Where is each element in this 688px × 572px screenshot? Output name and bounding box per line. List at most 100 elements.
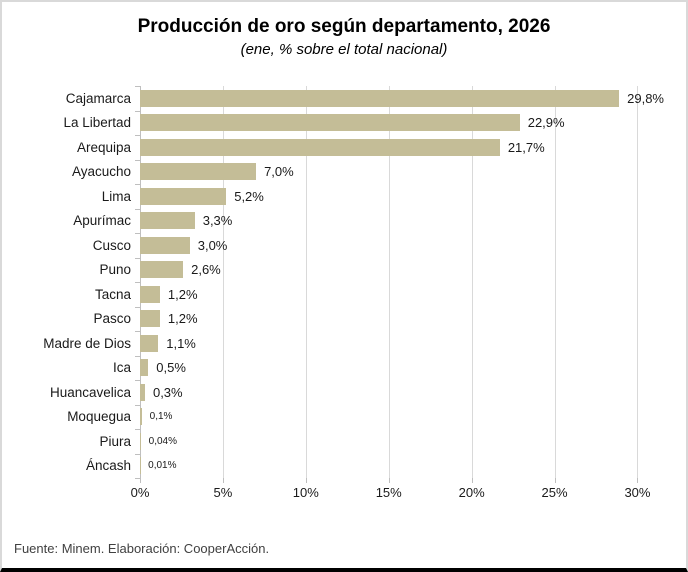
bar-lima: [140, 187, 227, 205]
bar-la-libertad: [140, 114, 520, 132]
bar-row: 29,8%: [140, 86, 664, 111]
value-label: 1,2%: [167, 311, 198, 327]
bar-huancavelica: [140, 383, 145, 401]
bar-row: 1,2%: [140, 282, 664, 307]
x-axis-label-5%: 5%: [213, 485, 233, 500]
category-label-apurímac: Apurímac: [73, 213, 131, 229]
category-axis-labels: Cajamarca La Libertad Arequipa Ayacucho Lima…: [10, 86, 140, 478]
category-label-madre-de-dios: Madre de Dios: [43, 335, 131, 351]
bar-row: 22,9%: [140, 111, 664, 136]
y-axis-line: [140, 86, 141, 478]
plot-area: Cajamarca La Libertad Arequipa Ayacucho Lima…: [10, 86, 664, 479]
bar-row: 5,2%: [140, 184, 664, 209]
value-label: 3,0%: [197, 237, 228, 253]
bar-tacna: [140, 285, 160, 303]
bar-row: 0,3%: [140, 380, 664, 405]
bar-cusco: [140, 236, 190, 254]
gridline-30: [637, 86, 639, 478]
y-axis-tick: [135, 404, 140, 406]
y-axis-tick: [135, 355, 140, 357]
category-label-ayacucho: Ayacucho: [71, 164, 131, 180]
bar-row: 3,3%: [140, 209, 664, 234]
x-axis-tick: [305, 478, 307, 483]
category-label-lima: Lima: [101, 188, 131, 204]
value-label: 0,5%: [156, 360, 186, 376]
value-label: 0,01%: [148, 460, 177, 472]
bar-pasco: [140, 310, 160, 328]
source-note: Fuente: Minem. Elaboración: CooperAcción…: [14, 541, 270, 556]
x-axis-label-15%: 15%: [375, 485, 402, 500]
bar-row: 21,7%: [140, 135, 664, 160]
bar-apurímac: [140, 212, 195, 230]
value-label: 0,3%: [152, 384, 183, 400]
chart-subtitle: (ene, % sobre el total nacional): [240, 41, 448, 58]
y-axis-tick: [135, 257, 140, 259]
bar-row: 1,1%: [140, 331, 664, 356]
bar-piura: [140, 432, 141, 450]
x-axis-tick: [388, 478, 390, 483]
category-label-tacna: Tacna: [94, 286, 131, 302]
y-axis-tick: [135, 110, 140, 112]
bar-cajamarca: [140, 89, 620, 107]
bar-row: 3,0%: [140, 233, 664, 258]
x-axis-tick: [222, 478, 224, 483]
bar-arequipa: [140, 138, 500, 156]
bar-row: 1,2%: [140, 307, 664, 332]
category-label-cusco: Cusco: [92, 237, 131, 253]
y-axis-tick: [135, 282, 140, 283]
category-label-arequipa: Arequipa: [76, 139, 131, 155]
value-label: 1,1%: [166, 335, 196, 351]
value-label: 0,04%: [148, 435, 178, 447]
y-axis-tick: [135, 208, 140, 210]
value-label: 1,2%: [167, 286, 198, 302]
gridline-5: [222, 86, 224, 478]
bar-madre-de-dios: [140, 334, 159, 352]
category-label-puno: Puno: [99, 262, 131, 278]
x-axis-label-20%: 20%: [458, 485, 485, 500]
value-axis: 0% 5% 10% 15% 20% 25% 30%: [131, 478, 664, 504]
chart-title: Producción de oro según departamento, 20…: [137, 16, 551, 37]
category-label-la-libertad: La Libertad: [63, 115, 131, 131]
y-axis-tick: [135, 184, 140, 185]
y-axis-tick: [135, 233, 140, 234]
category-label-moquegua: Moquegua: [67, 409, 131, 425]
y-axis-tick: [135, 380, 140, 381]
gridline-15: [388, 86, 390, 478]
y-axis-tick: [135, 135, 140, 136]
category-label-ica: Ica: [112, 360, 131, 376]
bar-row: 7,0%: [140, 160, 664, 185]
y-axis-tick: [135, 429, 140, 430]
x-axis-label-0%: 0%: [130, 485, 150, 500]
bar-plot: 29,8% 22,9% 21,7% 7,0% 5,2% 3,3% 3,0% 2,6% 1,2% 1…: [135, 86, 664, 479]
bar-ica: [140, 359, 149, 377]
bar-moquegua: [140, 408, 142, 426]
x-axis-tick: [554, 478, 556, 483]
value-label: 21,7%: [507, 139, 545, 155]
x-axis-label-30%: 30%: [624, 485, 651, 500]
bar-row: 0,5%: [140, 356, 664, 381]
y-axis-tick: [135, 453, 140, 455]
chart-header: Producción de oro según departamento, 20…: [2, 14, 686, 60]
category-label-piura: Piura: [99, 433, 131, 449]
x-axis-tick: [471, 478, 473, 483]
gridline-10: [305, 86, 307, 478]
x-axis-label-10%: 10%: [292, 485, 319, 500]
category-label-cajamarca: Cajamarca: [65, 90, 131, 106]
value-label: 2,6%: [191, 262, 221, 278]
x-axis-tick: [637, 478, 639, 483]
category-label-pasco: Pasco: [93, 311, 131, 327]
bar-ayacucho: [140, 163, 257, 181]
bar-puno: [140, 261, 184, 279]
x-axis-label-25%: 25%: [541, 485, 568, 500]
y-axis-tick: [135, 478, 140, 479]
category-label-huancavelica: Huancavelica: [49, 384, 131, 400]
bar-row: 0,1%: [140, 405, 664, 430]
y-axis-tick: [135, 306, 140, 308]
y-axis-tick: [135, 331, 140, 332]
y-axis-tick: [135, 86, 140, 87]
bar-row: 0,04%: [140, 429, 664, 454]
bar-row: 2,6%: [140, 258, 664, 283]
value-label: 29,8%: [627, 90, 664, 106]
gridline-20: [471, 86, 473, 478]
